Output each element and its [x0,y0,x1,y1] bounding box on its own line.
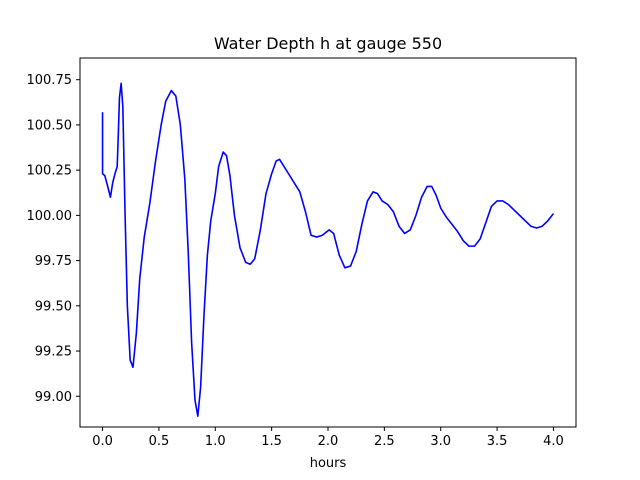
chart-title: Water Depth h at gauge 550 [214,34,442,53]
y-axis: 99.00 99.25 99.50 99.75 100.00 100.25 100.50 10… [27,73,80,405]
x-tick-label: 0.0 [92,434,113,449]
y-tick-label: 99.00 [35,390,72,405]
x-tick-label: 2.0 [318,434,339,449]
y-tick-label: 99.75 [35,254,72,269]
y-tick-label: 100.25 [27,164,73,179]
y-tick-label: 99.25 [35,345,72,360]
x-tick-label: 1.0 [205,434,226,449]
x-tick-label: 2.5 [374,434,395,449]
series-line-0 [101,82,555,417]
x-tick-label: 3.5 [487,434,508,449]
y-tick-label: 100.75 [27,73,73,88]
x-tick-label: 3.0 [430,434,451,449]
x-tick-label: 4.0 [543,434,564,449]
y-tick-label: 100.00 [27,209,73,224]
y-tick-label: 100.50 [27,118,73,133]
plot-layer [101,82,555,417]
y-tick-label: 99.50 [35,299,72,314]
x-axis: 0.0 0.5 1.0 1.5 2.0 2.5 3.0 3.5 4.0 [92,427,564,449]
x-tick-label: 0.5 [149,434,170,449]
x-axis-label: hours [310,456,347,471]
x-tick-label: 1.5 [261,434,282,449]
